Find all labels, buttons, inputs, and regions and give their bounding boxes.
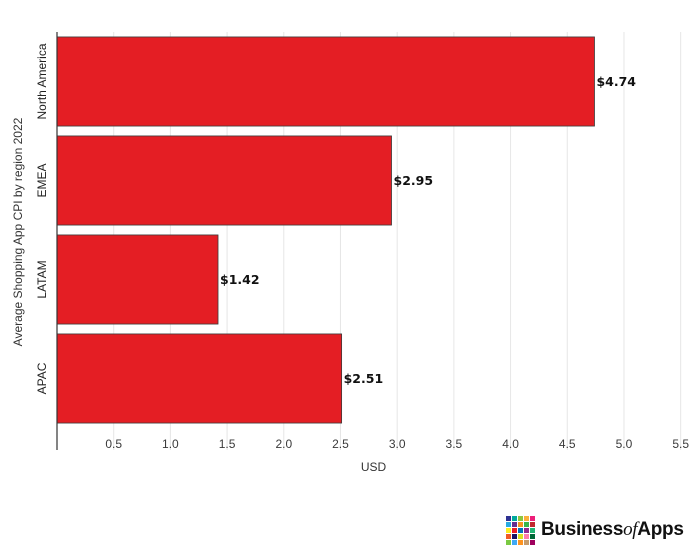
category-label: North America [35,43,49,119]
logo-tile [530,533,535,539]
value-labels: $4.74 $2.95 $1.42 $2.51 [220,74,636,386]
bar [56,333,343,424]
logo-tile [512,521,517,527]
logo-tile [524,515,529,521]
logo-tile [506,539,511,545]
x-tick-label: 4.0 [502,437,519,451]
logo-tile [530,527,535,533]
logo-tile [530,539,535,545]
logo-tile [512,533,517,539]
logo-word-business: Business [541,519,624,540]
logo-tile [506,527,511,533]
logo-tile [506,521,511,527]
value-label: $2.51 [344,371,384,386]
x-tick-label: 3.5 [446,437,463,451]
logo-grid-icon [506,515,535,545]
logo-wordmark: BusinessofApps [541,519,684,541]
y-axis-title: Average Shopping App CPI by region 2022 [11,117,25,346]
category-label: APAC [35,362,49,394]
businessofapps-logo: BusinessofApps [506,514,684,546]
x-tick-label: 0.5 [105,437,122,451]
logo-tile [524,527,529,533]
logo-tile [512,539,517,545]
logo-tile [524,533,529,539]
category-label: LATAM [35,260,49,298]
logo-tile [512,527,517,533]
logo-tile [518,533,523,539]
x-axis-title: USD [361,460,387,474]
logo-word-of: of [623,519,638,540]
logo-tile [518,521,523,527]
x-tick-label: 5.5 [672,437,689,451]
x-tick-label: 1.0 [162,437,179,451]
category-label: EMEA [35,163,49,197]
x-tick-label: 2.5 [332,437,349,451]
logo-word-apps: Apps [637,519,684,540]
bar [56,234,219,325]
value-label: $4.74 [596,74,636,89]
x-tick-label: 2.0 [275,437,292,451]
logo-tile [530,515,535,521]
bars [56,36,595,424]
logo-tile [506,533,511,539]
x-tick-labels: 0.5 1.0 1.5 2.0 2.5 3.0 3.5 4.0 4.5 5.0 5.5 [105,437,689,451]
bar [56,135,392,226]
logo-tile [524,521,529,527]
bar [56,36,595,127]
logo-tile [512,515,517,521]
category-labels: North America EMEA LATAM APAC [35,43,49,394]
value-label: $1.42 [220,272,260,287]
logo-tile [506,515,511,521]
logo-tile [518,539,523,545]
logo-tile [518,515,523,521]
logo-tile [518,527,523,533]
x-tick-label: 3.0 [389,437,406,451]
logo-tile [530,521,535,527]
x-tick-label: 1.5 [219,437,236,451]
x-tick-label: 5.0 [616,437,633,451]
logo-tile [524,539,529,545]
value-label: $2.95 [394,173,434,188]
x-tick-label: 4.5 [559,437,576,451]
